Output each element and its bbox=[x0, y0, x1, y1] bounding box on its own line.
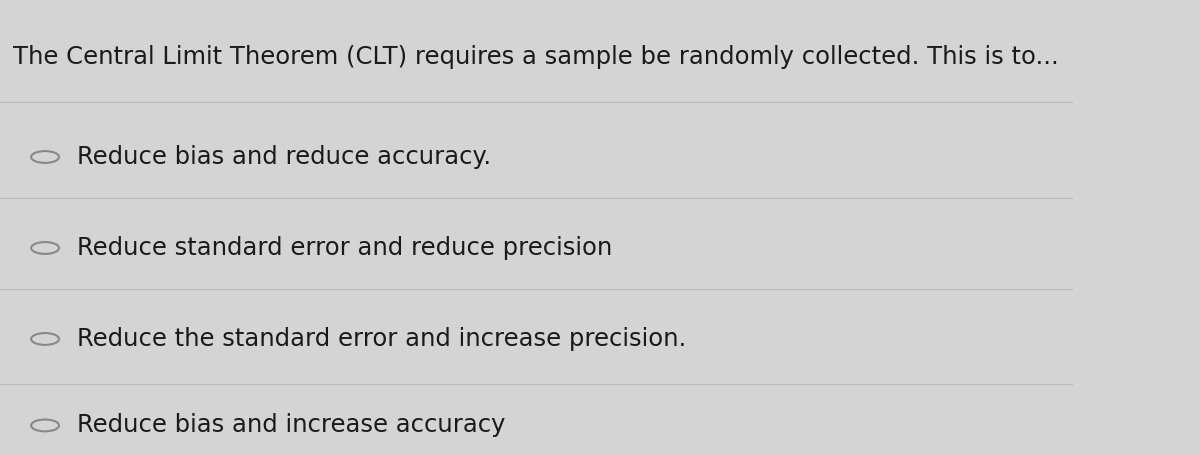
Text: Reduce bias and increase accuracy: Reduce bias and increase accuracy bbox=[77, 414, 505, 437]
Text: Reduce standard error and reduce precision: Reduce standard error and reduce precisi… bbox=[77, 236, 612, 260]
Text: The Central Limit Theorem (CLT) requires a sample be randomly collected. This is: The Central Limit Theorem (CLT) requires… bbox=[13, 45, 1058, 69]
Text: Reduce the standard error and increase precision.: Reduce the standard error and increase p… bbox=[77, 327, 686, 351]
Text: Reduce bias and reduce accuracy.: Reduce bias and reduce accuracy. bbox=[77, 145, 491, 169]
